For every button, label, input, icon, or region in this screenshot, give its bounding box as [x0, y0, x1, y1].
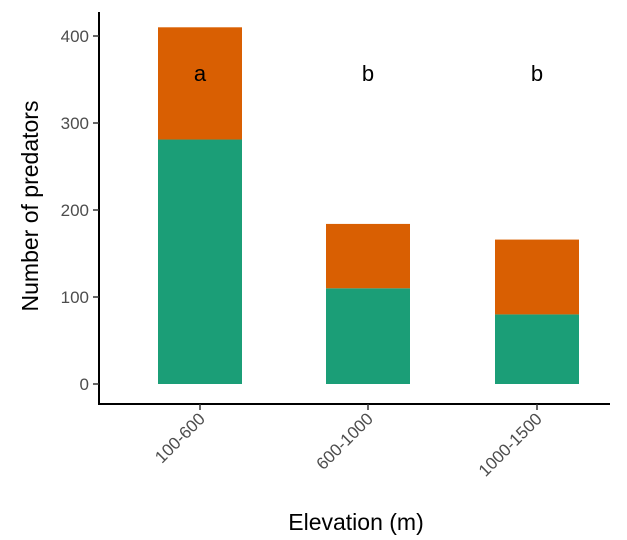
- significance-letter: a: [194, 61, 207, 86]
- y-tick-label: 300: [61, 114, 89, 133]
- bar-segment-600-1000-s1: [326, 288, 410, 384]
- bar-segment-100-600-s2: [158, 27, 242, 140]
- y-tick-label: 0: [80, 375, 89, 394]
- bar-segment-100-600-s1: [158, 139, 242, 384]
- x-axis-ticks: 100-600 600-1000 1000-1500: [151, 404, 546, 480]
- y-tick-label: 100: [61, 288, 89, 307]
- bar-segment-600-1000-s2: [326, 223, 410, 289]
- y-tick-label: 400: [61, 27, 89, 46]
- y-axis-title: Number of predators: [17, 101, 43, 312]
- bar-segment-1000-1500-s1: [495, 314, 579, 384]
- x-tick-label: 600-1000: [313, 409, 377, 473]
- x-tick-label: 1000-1500: [475, 409, 546, 480]
- significance-letter: b: [362, 61, 374, 86]
- bar-segment-1000-1500-s2: [495, 239, 579, 315]
- x-tick-label: 100-600: [151, 409, 209, 467]
- x-axis-title: Elevation (m): [288, 509, 423, 535]
- y-tick-label: 200: [61, 201, 89, 220]
- significance-letter: b: [531, 61, 543, 86]
- y-axis-ticks: 0 100 200 300 400: [61, 27, 99, 394]
